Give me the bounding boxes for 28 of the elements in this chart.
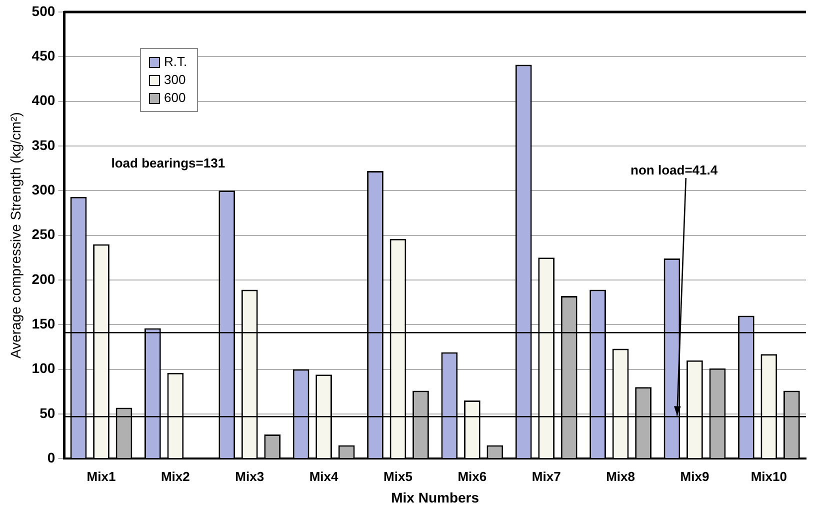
y-tick-label: 500 — [32, 2, 56, 19]
y-tick-label: 400 — [32, 92, 56, 108]
y-tick-label: 200 — [32, 270, 56, 287]
y-tick-label: 350 — [32, 136, 56, 153]
x-tick-label: Mix5 — [384, 468, 412, 484]
legend-label: R.T. — [164, 53, 188, 71]
x-tick-label: Mix7 — [532, 468, 561, 484]
y-tick-label: 0 — [47, 449, 56, 466]
annotation: non load=41.4 — [630, 162, 718, 178]
x-tick-label: Mix4 — [309, 468, 340, 484]
x-tick-label: Mix9 — [680, 468, 710, 484]
y-tick-label: 100 — [32, 360, 56, 376]
y-tick-label: 50 — [40, 404, 56, 421]
y-tick-label: 250 — [32, 226, 56, 242]
y-tick-label: 300 — [32, 182, 56, 198]
x-tick-label: Mix1 — [86, 468, 116, 484]
x-tick-label: Mix2 — [160, 468, 190, 484]
y-axis-title: Average compressive Strength (kg/cm²) — [7, 112, 24, 358]
x-tick-label: Mix10 — [750, 468, 787, 484]
x-tick-label: Mix6 — [458, 468, 487, 484]
legend-label: 600 — [164, 89, 186, 107]
x-tick-label: Mix3 — [235, 468, 264, 484]
legend-label: 300 — [164, 71, 186, 89]
annotation: load bearings=131 — [111, 155, 226, 170]
x-tick-label: Mix8 — [606, 468, 635, 484]
y-tick-label: 450 — [32, 48, 56, 64]
x-axis-title: Mix Numbers — [391, 489, 480, 506]
y-tick-label: 150 — [32, 315, 56, 332]
